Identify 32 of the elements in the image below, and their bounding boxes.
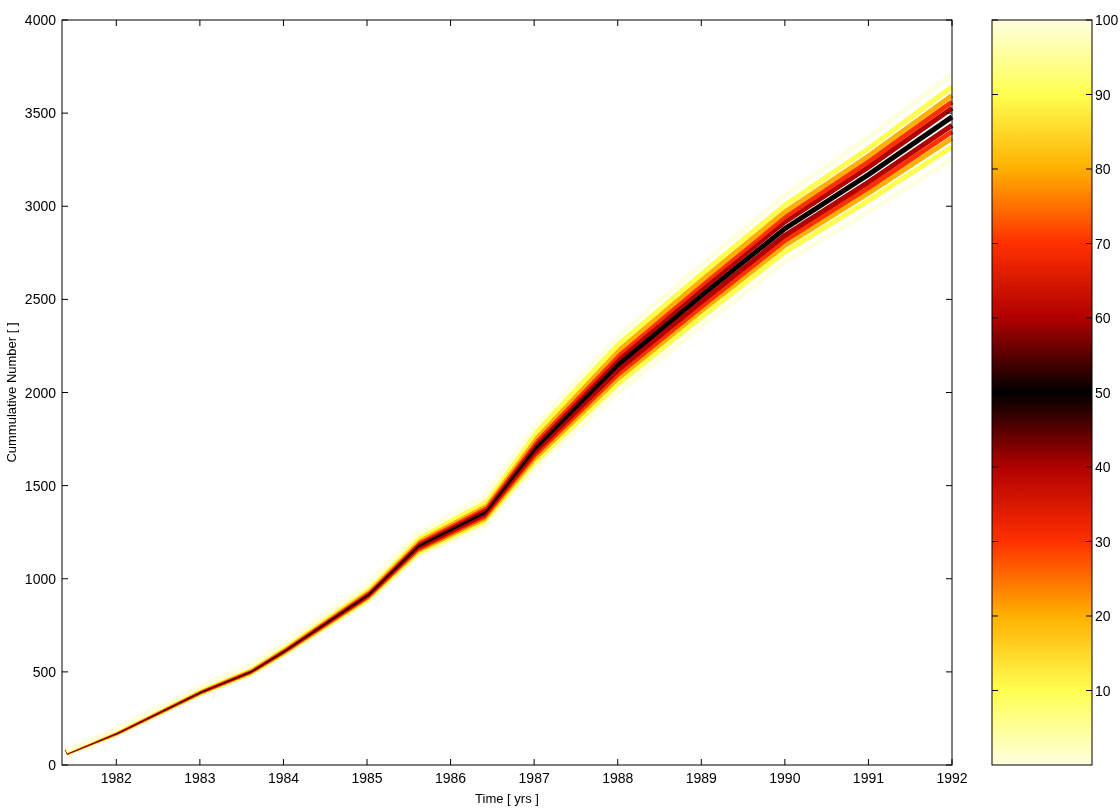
y-tick-label: 0 [48,757,57,773]
x-tick-label: 1992 [936,770,968,786]
y-tick-label: 1500 [24,477,57,494]
color-bar-label: 90 [1095,86,1111,103]
y-tick-label: 2500 [24,291,57,308]
y-tick-label: 4000 [24,12,57,28]
y-tick-label: 2000 [24,384,57,401]
x-tick-label: 1982 [100,770,133,786]
y-tick-label: 3500 [24,105,57,122]
color-bar-label: 50 [1095,384,1111,401]
color-bar-label: 60 [1095,310,1111,326]
x-tick-label: 1988 [602,770,634,786]
y-axis-title: Cummulative Number [ ] [4,322,19,463]
color-bar-label: 20 [1095,608,1111,624]
x-tick-label: 1984 [267,770,300,786]
x-tick-label: 1990 [769,770,801,786]
color-bar-label: 10 [1095,682,1111,699]
x-tick-label: 1987 [518,770,550,786]
color-bar-label: 100 [1095,12,1119,28]
y-tick-label: 500 [32,663,57,680]
color-bar-label: 80 [1095,161,1111,177]
color-bar-label: 30 [1095,533,1111,550]
color-bar-label: 40 [1095,459,1111,475]
x-tick-label: 1985 [351,770,383,786]
x-tick-label: 1991 [852,770,885,786]
color-bar-label: 70 [1095,235,1111,252]
x-tick-label: 1986 [435,770,467,786]
y-tick-label: 1000 [24,570,57,587]
y-tick-label: 3000 [24,198,57,215]
x-tick-label: 1983 [184,770,216,786]
x-tick-label: 1989 [685,770,718,786]
x-axis-title: Time [ yrs ] [475,791,539,806]
